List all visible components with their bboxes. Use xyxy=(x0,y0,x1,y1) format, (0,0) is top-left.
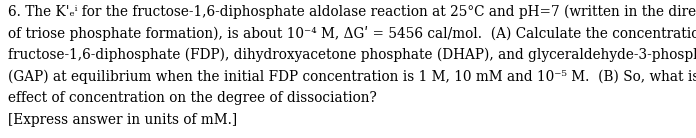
Text: (GAP) at equilibrium when the initial FDP concentration is 1 M, 10 mM and 10⁻⁵ M: (GAP) at equilibrium when the initial FD… xyxy=(8,70,696,84)
Text: [Express answer in units of mM.]: [Express answer in units of mM.] xyxy=(8,113,237,127)
Text: 6. The K'ₑⁱ for the fructose-1,6-diphosphate aldolase reaction at 25°C and pH=7 : 6. The K'ₑⁱ for the fructose-1,6-diphosp… xyxy=(8,4,696,18)
Text: effect of concentration on the degree of dissociation?: effect of concentration on the degree of… xyxy=(8,91,377,105)
Text: of triose phosphate formation), is about 10⁻⁴ M, ΔGʹ = 5456 cal/mol.  (A) Calcul: of triose phosphate formation), is about… xyxy=(8,26,696,41)
Text: fructose-1,6-diphosphate (FDP), dihydroxyacetone phosphate (DHAP), and glycerald: fructose-1,6-diphosphate (FDP), dihydrox… xyxy=(8,48,696,62)
